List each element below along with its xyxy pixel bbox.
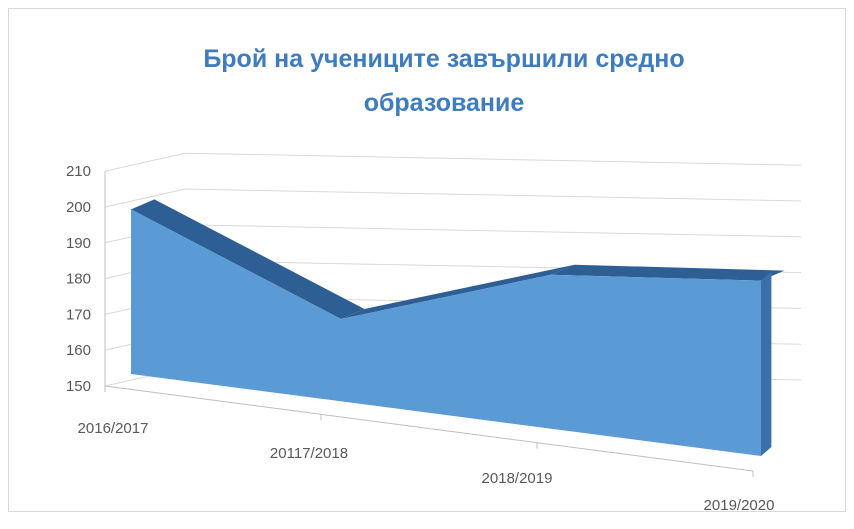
x-tick-label: 2016/2017 [78, 420, 149, 437]
data-point [551, 274, 552, 275]
chart-title-line-1: Брой на учениците завършили средно [203, 45, 684, 73]
x-tick-label: 2019/2020 [704, 497, 775, 514]
area-chart: Брой на учениците завършили средно образ… [9, 9, 854, 529]
y-tick-label: 150 [66, 378, 91, 395]
y-tick-label: 160 [66, 342, 91, 359]
y-axis-tick-labels: 150 160 170 180 190 200 210 [66, 163, 91, 395]
data-point [761, 280, 762, 281]
chart-title-line-2: образование [364, 89, 525, 117]
chart-title: Брой на учениците завършили средно образ… [203, 45, 684, 117]
area-side-face [761, 272, 771, 456]
data-point [131, 209, 132, 210]
x-tick-label: 2018/2019 [482, 470, 553, 487]
gridline [105, 153, 801, 171]
x-tick-label: 20117/2018 [270, 445, 348, 462]
y-tick-label: 210 [66, 163, 91, 180]
gridline [105, 189, 801, 207]
chart-area: Брой на учениците завършили средно образ… [8, 8, 846, 512]
area-series [131, 199, 785, 456]
y-tick-label: 190 [66, 235, 91, 252]
data-point [341, 318, 342, 319]
y-tick-label: 180 [66, 271, 91, 288]
y-tick-label: 170 [66, 306, 91, 323]
y-tick-label: 200 [66, 199, 91, 216]
